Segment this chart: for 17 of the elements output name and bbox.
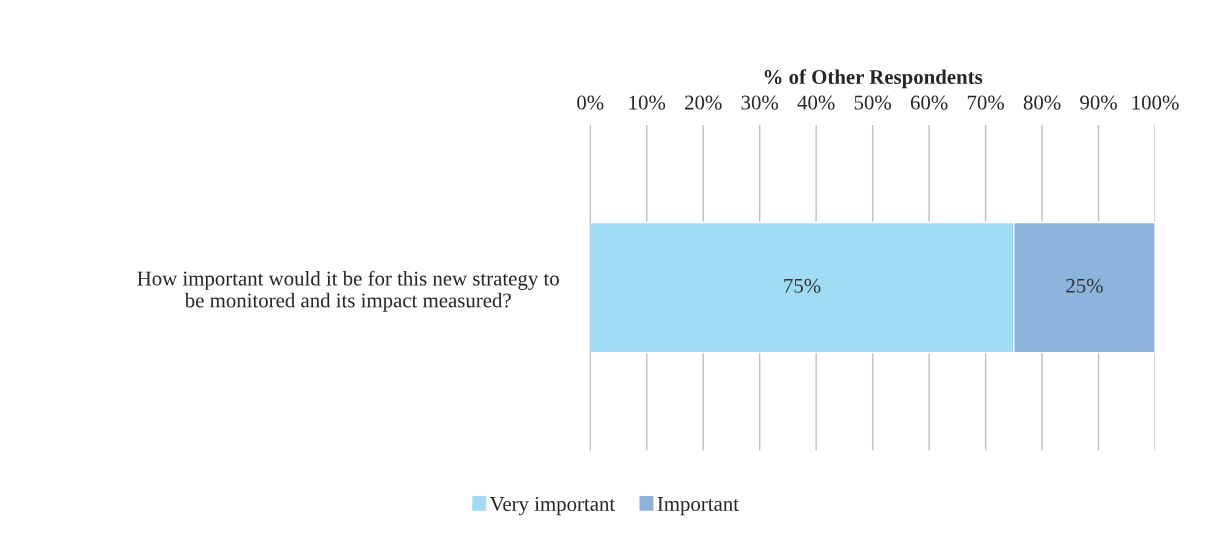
x-tick-label: 30% (741, 95, 779, 110)
x-tick-label: 10% (629, 95, 666, 110)
x-tick-label: 0% (577, 95, 604, 110)
legend-label: Very important (489, 496, 616, 516)
y-tick-label: How important would it be for this new strategy to be monitored and its impact measured? (137, 270, 559, 312)
x-tick-label: 100% (1132, 95, 1179, 110)
data-label: 75% (784, 278, 821, 293)
x-tick-label: 20% (685, 95, 722, 110)
x-tick-label: 40% (797, 95, 835, 110)
legend-label: Important (657, 497, 739, 516)
x-tick-label: 80% (1023, 95, 1061, 110)
x-axis-title: % of Other Respondents (764, 69, 983, 89)
x-tick-label: 70% (967, 95, 1004, 110)
x-tick-label: 90% (1080, 95, 1117, 110)
x-tick-label: 60% (910, 95, 948, 110)
x-tick-label: 50% (854, 95, 892, 110)
data-label: 25% (1066, 278, 1103, 293)
